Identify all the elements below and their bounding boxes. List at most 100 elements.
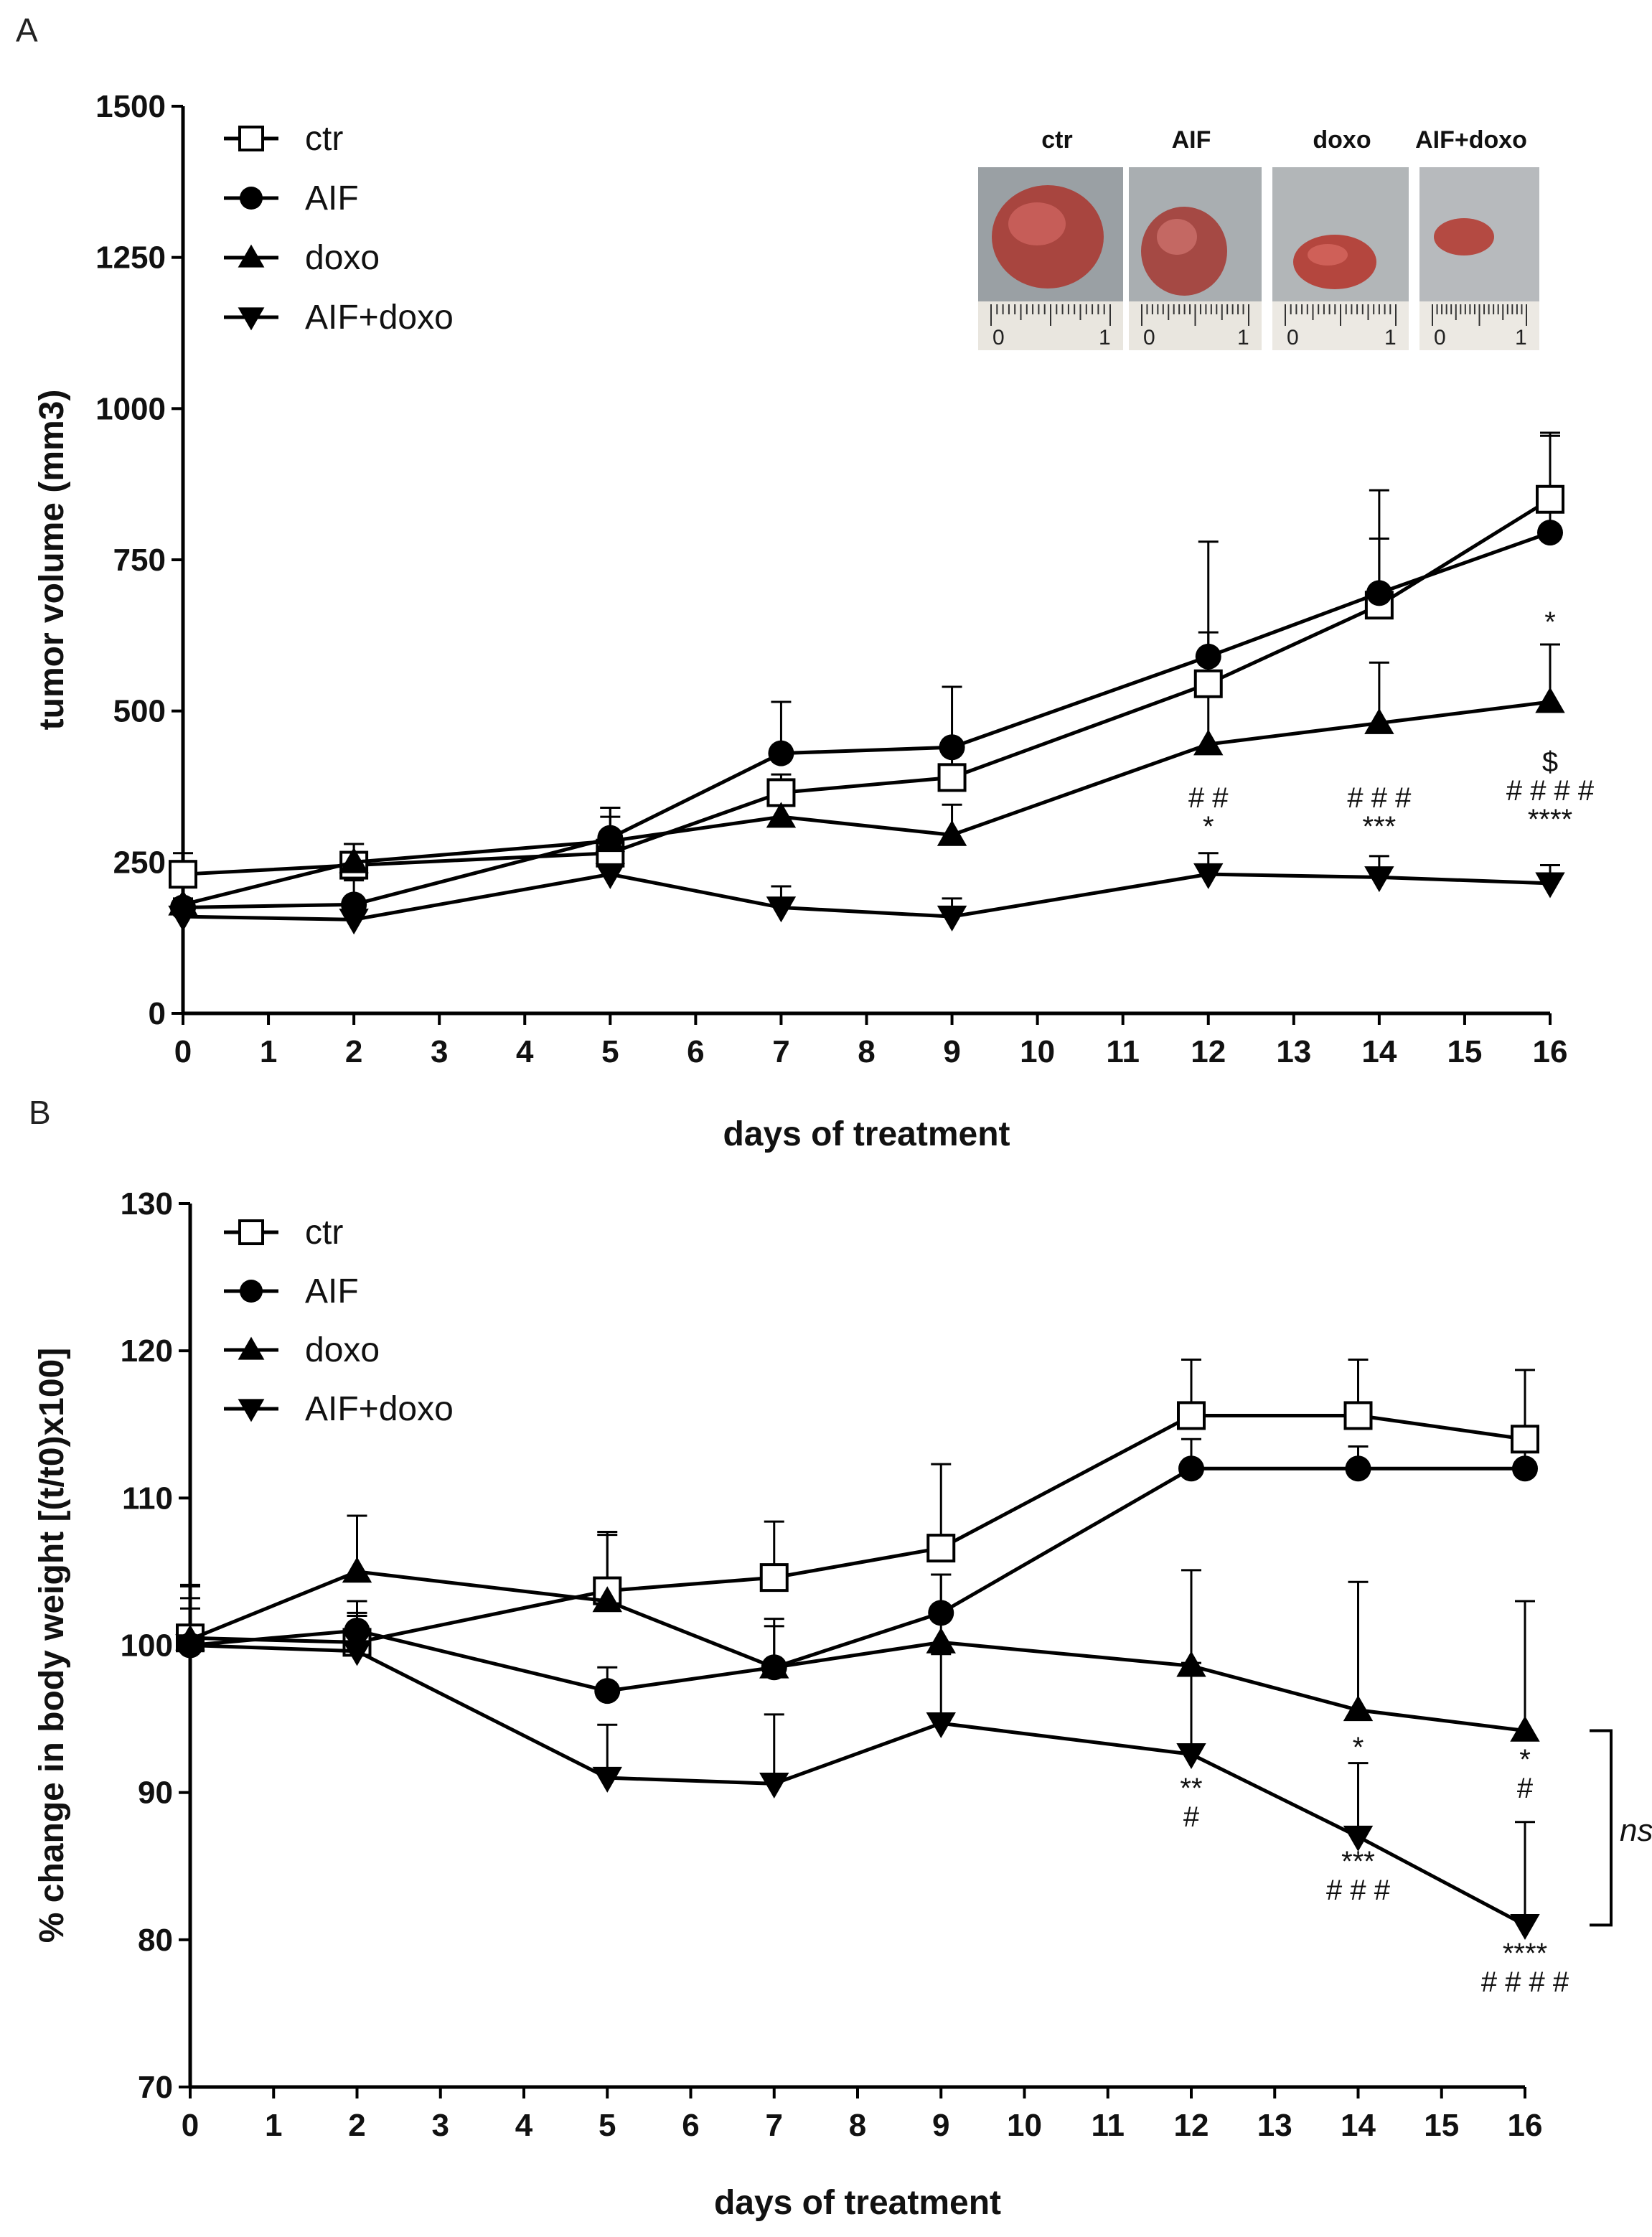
x-tick-label: 3 bbox=[431, 1034, 448, 1069]
ruler-mark: 0 bbox=[992, 326, 1005, 350]
x-tick-label: 5 bbox=[599, 2108, 616, 2143]
data-point-ctr bbox=[926, 1534, 956, 1563]
x-tick-label: 8 bbox=[849, 2108, 866, 2143]
x-tick-label: 2 bbox=[348, 2108, 365, 2143]
data-point-AIF bbox=[939, 734, 965, 761]
x-tick-label: 9 bbox=[943, 1034, 960, 1069]
data-point-AIF+doxo bbox=[168, 905, 198, 932]
tumor-photo-doxo bbox=[1272, 167, 1409, 350]
y-tick-label: 250 bbox=[113, 845, 166, 880]
x-tick-label: 11 bbox=[1106, 1034, 1140, 1069]
significance-annotation: $ bbox=[1542, 746, 1558, 778]
legend-marker-AIF bbox=[240, 187, 263, 210]
photo-label-ctr: ctr bbox=[1041, 126, 1072, 154]
y-tick-label: 1500 bbox=[95, 89, 166, 124]
ns-label: ns bbox=[1620, 1813, 1652, 1848]
data-point-AIF+doxo bbox=[342, 1640, 372, 1666]
data-point-AIF+doxo bbox=[1535, 872, 1565, 899]
ns-bracket bbox=[1590, 1729, 1613, 1927]
ruler-mark: 0 bbox=[1143, 326, 1155, 350]
y-axis-title: % change in body weight [(t/t0)x100] bbox=[33, 1348, 71, 1943]
tumor-photo-aif-doxo bbox=[1419, 167, 1539, 350]
legend-label: AIF+doxo bbox=[305, 299, 454, 337]
significance-annotation: ** bbox=[1180, 1773, 1202, 1804]
data-point-ctr bbox=[766, 778, 796, 807]
data-point-doxo bbox=[937, 820, 967, 846]
data-point-ctr bbox=[169, 860, 197, 889]
data-point-AIF+doxo bbox=[926, 1712, 956, 1738]
legend-marker-AIF+doxo bbox=[238, 307, 265, 331]
significance-annotation: # # # bbox=[1326, 1875, 1391, 1906]
significance-annotation: * bbox=[1203, 811, 1214, 843]
x-tick-label: 15 bbox=[1424, 2108, 1459, 2143]
data-point-ctr bbox=[1193, 669, 1223, 698]
x-tick-label: 15 bbox=[1447, 1034, 1482, 1069]
x-tick-label: 6 bbox=[682, 2108, 699, 2143]
x-tick-label: 1 bbox=[265, 2108, 282, 2143]
legend-label: ctr bbox=[305, 1214, 343, 1252]
data-point-AIF+doxo bbox=[759, 1773, 789, 1799]
data-point-AIF+doxo bbox=[1510, 1914, 1540, 1941]
data-point-AIF+doxo bbox=[766, 896, 797, 923]
x-tick-label: 4 bbox=[515, 2108, 533, 2143]
data-point-AIF bbox=[768, 740, 794, 766]
legend-marker-AIF+doxo bbox=[238, 1399, 265, 1422]
data-point-AIF bbox=[1345, 1455, 1371, 1482]
data-point-ctr bbox=[1177, 1401, 1206, 1430]
data-point-AIF bbox=[344, 1617, 370, 1643]
data-point-doxo bbox=[1535, 687, 1565, 713]
data-point-AIF bbox=[1512, 1455, 1538, 1482]
x-tick-label: 8 bbox=[858, 1034, 875, 1069]
significance-annotation: **** bbox=[1528, 804, 1572, 835]
data-point-doxo bbox=[1364, 708, 1394, 734]
data-point-AIF bbox=[928, 1600, 954, 1626]
significance-annotation: # bbox=[1183, 1801, 1200, 1833]
data-point-AIF+doxo bbox=[595, 863, 626, 889]
ruler-mark: 1 bbox=[1099, 326, 1111, 350]
x-tick-label: 13 bbox=[1276, 1034, 1311, 1069]
data-point-doxo bbox=[1176, 1651, 1206, 1677]
significance-annotation: # bbox=[1517, 1773, 1534, 1804]
significance-annotation: * bbox=[1544, 606, 1556, 638]
y-tick-label: 90 bbox=[138, 1776, 173, 1811]
data-point-ctr bbox=[1536, 484, 1564, 514]
data-point-AIF bbox=[1178, 1455, 1204, 1482]
data-point-ctr bbox=[937, 763, 967, 792]
ruler-mark: 1 bbox=[1384, 326, 1397, 350]
panel-a-label: A bbox=[16, 11, 38, 49]
legend-marker-ctr bbox=[238, 126, 264, 151]
significance-annotation: # # # # bbox=[1481, 1966, 1569, 1998]
x-tick-label: 0 bbox=[174, 1034, 192, 1069]
x-tick-label: 14 bbox=[1361, 1034, 1397, 1069]
significance-annotation: * bbox=[1353, 1732, 1364, 1763]
legend-marker-AIF bbox=[240, 1280, 263, 1303]
data-point-doxo bbox=[339, 847, 369, 873]
legend-label: ctr bbox=[305, 120, 343, 158]
significance-annotation: *** bbox=[1341, 1846, 1375, 1877]
x-tick-label: 14 bbox=[1341, 2108, 1376, 2143]
photo-label-aif: AIF bbox=[1172, 126, 1211, 154]
x-axis-title: days of treatment bbox=[723, 1115, 1010, 1153]
data-point-AIF+doxo bbox=[1193, 863, 1224, 889]
x-tick-label: 0 bbox=[182, 2108, 199, 2143]
ruler-mark: 1 bbox=[1515, 326, 1527, 350]
data-point-AIF+doxo bbox=[1343, 1825, 1374, 1852]
significance-annotation: * bbox=[1519, 1744, 1531, 1776]
data-point-AIF+doxo bbox=[1364, 866, 1394, 893]
photo-label-aif-doxo: AIF+doxo bbox=[1415, 126, 1527, 154]
series-line-doxo bbox=[189, 1570, 1526, 1732]
data-point-AIF bbox=[1537, 520, 1563, 546]
legend-label: doxo bbox=[305, 239, 380, 277]
panel-b-label: B bbox=[29, 1094, 51, 1131]
data-point-AIF+doxo bbox=[937, 905, 967, 932]
data-point-doxo bbox=[592, 1586, 622, 1613]
legend-marker-doxo bbox=[238, 244, 265, 268]
legend-marker-ctr bbox=[238, 1219, 264, 1245]
significance-annotation: # # bbox=[1188, 782, 1229, 814]
data-point-AIF+doxo bbox=[592, 1766, 622, 1793]
x-tick-label: 2 bbox=[345, 1034, 362, 1069]
x-tick-label: 12 bbox=[1191, 1034, 1226, 1069]
y-tick-label: 1250 bbox=[95, 240, 166, 276]
